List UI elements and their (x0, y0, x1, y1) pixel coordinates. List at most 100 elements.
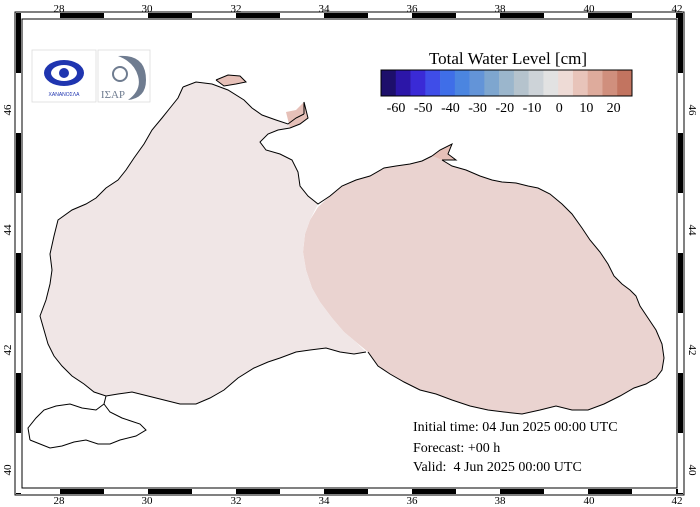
frame-segment-right (678, 313, 683, 373)
lon-tick-label-top: 42 (672, 3, 683, 15)
frame-segment-top (192, 13, 236, 18)
frame-segment-bottom (324, 489, 368, 494)
colorbar-tick-label: 0 (556, 101, 563, 116)
lon-tick-label-top: 36 (407, 3, 419, 15)
frame-segment-left (16, 433, 21, 493)
logo-right-wave-icon (118, 55, 146, 100)
frame-segment-left (16, 313, 21, 373)
frame-segment-right (678, 493, 683, 494)
colorbar-tick-label: -60 (387, 101, 406, 116)
valid-label: Valid: 4 Jun 2025 00:00 UTC (413, 460, 582, 475)
colorbar-swatch (513, 70, 529, 96)
colorbar-tick-label: -20 (495, 101, 514, 116)
frame-segment-right (678, 73, 683, 133)
colorbar-tick-label: -30 (468, 101, 487, 116)
colorbar-tick-label: -10 (523, 101, 542, 116)
frame-segment-left (16, 373, 21, 433)
forecast-label: Forecast: +00 h (413, 441, 501, 456)
lon-tick-label-top: 32 (231, 3, 242, 15)
logo-right-text: ΙΣΑΡ (101, 89, 125, 101)
frame-segment-bottom (60, 489, 104, 494)
frame-segment-bottom (500, 489, 544, 494)
colorbar-tick-label: 10 (579, 101, 593, 116)
frame-segment-right (678, 193, 683, 253)
colorbar (380, 69, 633, 97)
coastline-azov-north (215, 74, 309, 129)
lon-tick-label-bottom: 42 (672, 495, 683, 507)
frame-segment-top (16, 13, 60, 18)
logo-right-circle (112, 66, 128, 82)
coastline-west (182, 81, 433, 205)
lat-tick-label-right: 42 (686, 345, 698, 356)
coastline-kerch (431, 142, 458, 161)
frame-segment-bottom (148, 489, 192, 494)
lat-tick-label-right: 46 (686, 105, 698, 117)
frame-segment-top (324, 13, 368, 18)
lon-tick-label-top: 40 (584, 3, 596, 15)
frame-segment-top (544, 13, 588, 18)
frame-segment-left (16, 73, 21, 133)
sea-east-region (303, 156, 664, 414)
colorbar-swatch (499, 70, 515, 96)
lon-tick-label-top: 30 (142, 3, 154, 15)
logo-left-text: ΧΑΝΑΝΟΣΛΑ (49, 92, 81, 98)
lon-tick-label-bottom: 34 (319, 495, 331, 507)
frame-segment-top (588, 13, 632, 18)
colorbar-swatch (602, 70, 618, 96)
colorbar-swatch (484, 70, 500, 96)
frame-segment-top (456, 13, 500, 18)
colorbar-swatch (395, 70, 411, 96)
colorbar-swatch (543, 70, 559, 96)
colorbar-swatch (528, 70, 544, 96)
logo-right: ΙΣΑΡ (97, 49, 151, 103)
frame-segment-bottom (632, 489, 676, 494)
frame-segment-left (16, 133, 21, 193)
frame-segment-top (60, 13, 104, 18)
lon-tick-label-bottom: 36 (407, 495, 419, 507)
lat-tick-label-left: 44 (2, 224, 14, 236)
sea-west-region (40, 82, 366, 404)
colorbar-swatch (587, 70, 603, 96)
frame-segment-right (678, 373, 683, 433)
lon-tick-label-bottom: 40 (584, 495, 596, 507)
coastline-marmara (27, 395, 147, 449)
frame-segment-right (678, 13, 683, 73)
colorbar-swatch (425, 70, 441, 96)
colorbar-swatch (469, 70, 485, 96)
lon-tick-label-bottom: 28 (54, 495, 66, 507)
lat-tick-label-left: 40 (2, 464, 14, 476)
coastline-east (367, 159, 665, 415)
colorbar-swatch (381, 70, 397, 96)
frame-segment-left (16, 193, 21, 253)
colorbar-swatch (572, 70, 589, 96)
frame-segment-left (16, 13, 21, 73)
colorbar-tick-label: -50 (414, 101, 433, 116)
lon-tick-label-bottom: 32 (231, 495, 242, 507)
colorbar-tick-label: -40 (441, 101, 460, 116)
frame-segment-top (104, 13, 148, 18)
frame-segment-bottom (588, 489, 632, 494)
frame-segment-bottom (368, 489, 412, 494)
colorbar-labels: -60 -50 -40 -30 -20 -10 0 10 20 (387, 101, 621, 116)
lat-tick-label-right: 40 (686, 465, 698, 477)
lon-tick-label-top: 34 (319, 3, 331, 15)
lon-labels-top: 28 30 32 34 36 38 40 42 (54, 3, 683, 15)
colorbar-swatch (558, 70, 574, 96)
frame-segment-top (236, 13, 280, 18)
frame-segment-top (368, 13, 412, 18)
colorbar-title: Total Water Level [cm] (429, 49, 587, 68)
colorbar-swatch (617, 70, 633, 96)
frame-segment-right (678, 253, 683, 313)
lon-tick-label-bottom: 38 (495, 495, 507, 507)
lat-tick-label-right: 44 (686, 225, 698, 237)
lon-labels-bottom: 28 30 32 34 36 38 40 42 (54, 495, 683, 507)
frame-segment-top (148, 13, 192, 18)
frame-segment-top (412, 13, 456, 18)
lat-tick-label-left: 46 (2, 104, 14, 116)
lon-tick-label-bottom: 30 (142, 495, 154, 507)
lon-tick-label-top: 38 (495, 3, 507, 15)
frame-segment-bottom (412, 489, 456, 494)
frame-segment-top (500, 13, 544, 18)
initial-time-label: Initial time: 04 Jun 2025 00:00 UTC (413, 420, 618, 435)
